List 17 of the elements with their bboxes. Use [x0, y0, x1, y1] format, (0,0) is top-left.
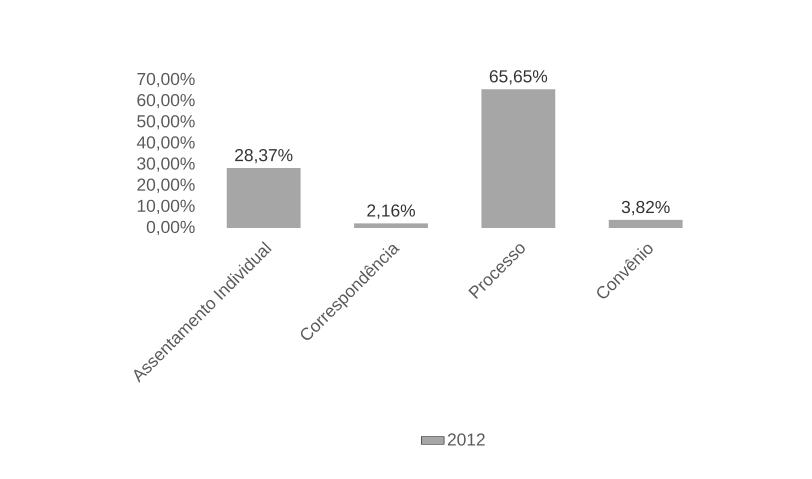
y-tick-label: 0,00%	[146, 220, 195, 236]
y-tick-label: 30,00%	[137, 158, 195, 172]
bar	[226, 168, 301, 228]
data-label: 3,82%	[622, 201, 670, 216]
y-tick-label: 20,00%	[137, 178, 195, 194]
bar	[354, 224, 428, 228]
data-label: 65,65%	[490, 70, 548, 85]
bar	[481, 89, 556, 228]
y-tick-label: 60,00%	[137, 94, 195, 108]
y-tick-label: 10,00%	[138, 200, 195, 214]
y-tick-label: 70,00%	[137, 72, 195, 88]
data-label: 2,16%	[367, 204, 415, 219]
y-tick-label: 50,00%	[137, 115, 195, 130]
data-label: 28,37%	[235, 149, 292, 164]
y-tick-label: 40,00%	[136, 136, 195, 151]
legend-label: 2012	[448, 434, 485, 446]
bar	[608, 220, 683, 228]
